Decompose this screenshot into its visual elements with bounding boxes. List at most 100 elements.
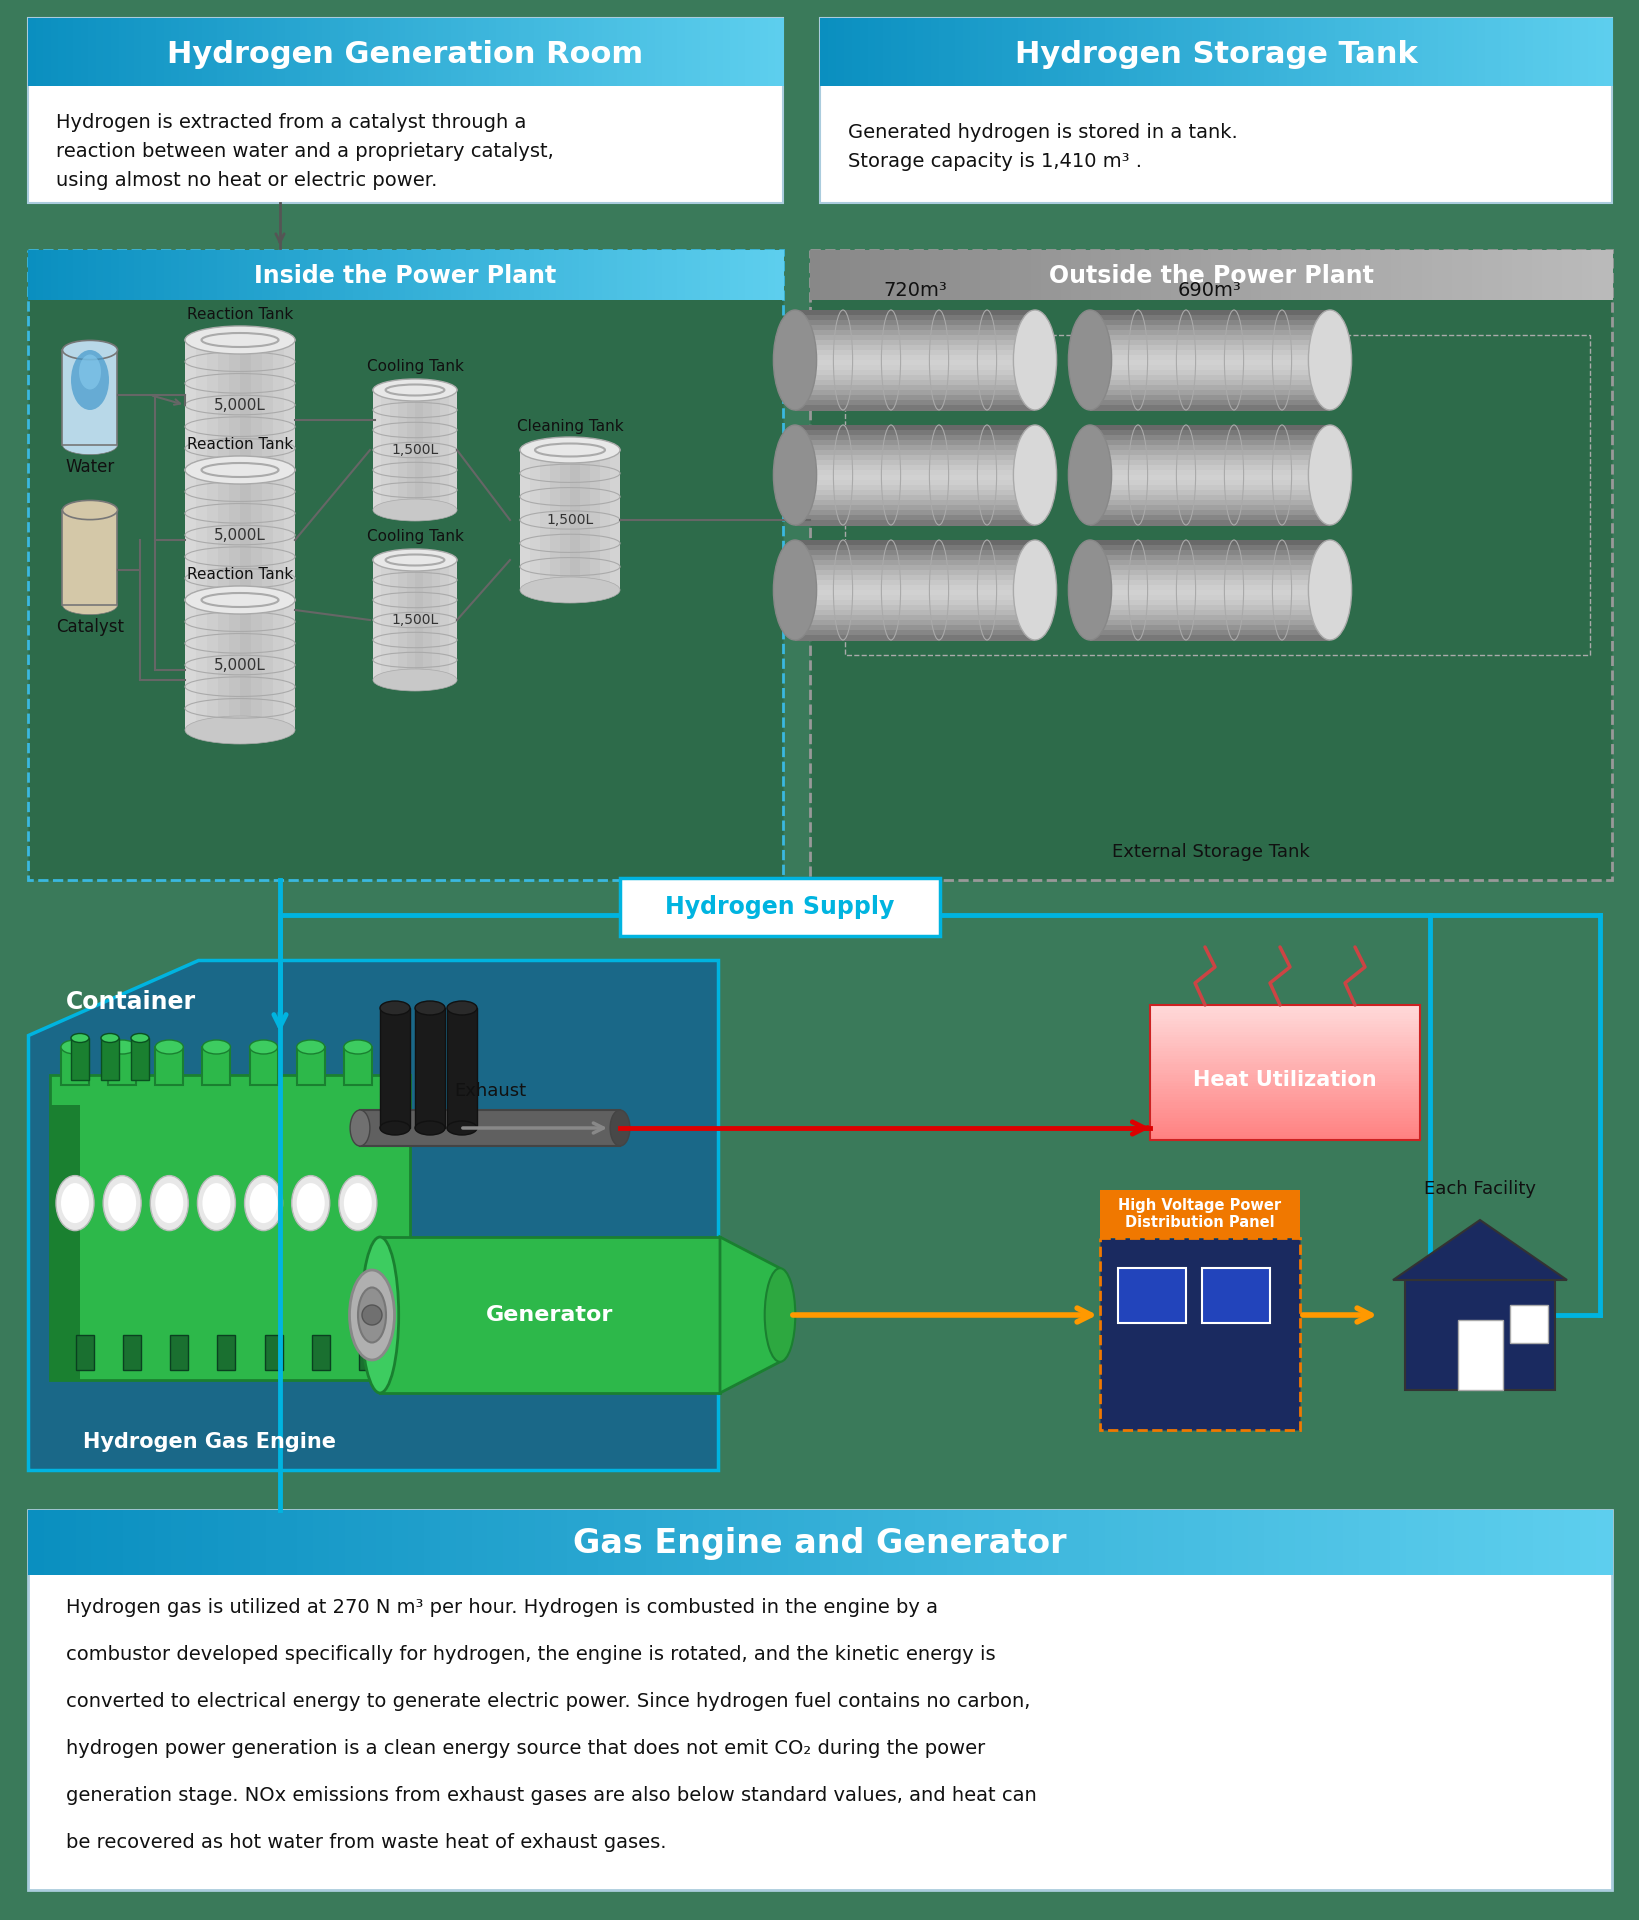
Bar xyxy=(1149,1033,1419,1035)
Text: Gas Engine and Generator: Gas Engine and Generator xyxy=(574,1528,1065,1561)
Bar xyxy=(1010,250,1021,300)
Ellipse shape xyxy=(244,1175,282,1231)
Bar xyxy=(970,17,978,86)
Bar xyxy=(616,250,624,300)
Bar xyxy=(323,250,331,300)
Bar xyxy=(216,17,225,86)
Bar xyxy=(662,250,670,300)
Bar xyxy=(269,250,279,300)
Bar xyxy=(1290,250,1301,300)
Bar xyxy=(900,250,911,300)
Bar xyxy=(738,17,746,86)
Bar xyxy=(590,449,600,589)
Ellipse shape xyxy=(79,355,102,390)
Bar xyxy=(1090,630,1329,636)
Bar xyxy=(398,390,406,511)
Bar xyxy=(741,1509,757,1574)
Bar xyxy=(1231,250,1241,300)
Bar xyxy=(1149,1041,1419,1044)
Bar xyxy=(247,250,256,300)
Bar xyxy=(284,470,295,599)
Bar xyxy=(549,449,559,589)
Bar xyxy=(1591,250,1601,300)
Bar xyxy=(844,334,1590,655)
Bar xyxy=(1149,1091,1419,1094)
Bar xyxy=(929,250,941,300)
Bar xyxy=(1090,511,1329,516)
Bar xyxy=(300,250,308,300)
Bar xyxy=(428,17,436,86)
Text: Hydrogen Supply: Hydrogen Supply xyxy=(665,895,895,920)
Bar xyxy=(1090,390,1329,396)
Ellipse shape xyxy=(61,1183,89,1223)
Bar xyxy=(1105,1509,1121,1574)
Text: 5,000L: 5,000L xyxy=(215,528,266,543)
Bar xyxy=(185,599,197,730)
Bar xyxy=(1010,1509,1026,1574)
Ellipse shape xyxy=(764,1269,795,1361)
Bar xyxy=(1260,250,1272,300)
Bar xyxy=(1452,1509,1470,1574)
Bar xyxy=(390,17,398,86)
Bar xyxy=(946,17,956,86)
Ellipse shape xyxy=(380,1121,410,1135)
Bar xyxy=(795,540,1034,639)
Bar xyxy=(1511,250,1523,300)
Bar xyxy=(700,250,708,300)
Bar xyxy=(1090,455,1329,461)
Bar xyxy=(1033,17,1042,86)
Ellipse shape xyxy=(349,1269,395,1359)
Bar xyxy=(1500,17,1510,86)
Bar xyxy=(103,250,111,300)
Bar xyxy=(795,430,1034,436)
Bar xyxy=(795,309,1034,411)
Bar xyxy=(1090,436,1329,442)
Bar xyxy=(915,1509,931,1574)
Bar xyxy=(1090,315,1329,321)
Bar xyxy=(315,250,323,300)
Bar xyxy=(66,250,74,300)
Bar xyxy=(156,17,166,86)
Bar xyxy=(398,561,406,680)
Bar xyxy=(382,17,392,86)
Ellipse shape xyxy=(1308,424,1351,524)
Text: Catalyst: Catalyst xyxy=(56,618,125,636)
Bar xyxy=(218,470,229,599)
Bar xyxy=(1090,374,1329,380)
Bar xyxy=(375,17,384,86)
Text: 690m³: 690m³ xyxy=(1177,280,1241,300)
Bar xyxy=(767,17,775,86)
Bar xyxy=(154,1509,172,1574)
Bar xyxy=(497,17,505,86)
Bar xyxy=(1149,1027,1419,1031)
Bar xyxy=(1149,1008,1419,1012)
Bar xyxy=(624,17,633,86)
Bar xyxy=(1149,1081,1419,1085)
Bar xyxy=(1532,1509,1549,1574)
Bar xyxy=(1149,1064,1419,1068)
Bar xyxy=(382,561,390,680)
Bar xyxy=(1119,250,1131,300)
Bar xyxy=(1572,17,1580,86)
Bar xyxy=(218,340,229,470)
Bar xyxy=(880,250,890,300)
Bar xyxy=(1060,250,1070,300)
Bar xyxy=(111,250,120,300)
Bar xyxy=(795,515,1034,520)
Bar xyxy=(1090,371,1329,376)
Bar xyxy=(62,511,118,605)
Bar xyxy=(551,1509,567,1574)
Bar xyxy=(610,250,618,300)
Bar xyxy=(795,611,1034,616)
Bar xyxy=(795,371,1034,376)
Ellipse shape xyxy=(103,1175,141,1231)
Text: Reaction Tank: Reaction Tank xyxy=(187,438,293,451)
Bar xyxy=(1026,17,1034,86)
Bar xyxy=(185,599,295,730)
Bar xyxy=(149,250,157,300)
Bar xyxy=(723,17,731,86)
Bar xyxy=(795,365,1034,371)
Bar xyxy=(1090,396,1329,401)
Bar xyxy=(962,17,970,86)
Bar xyxy=(752,250,760,300)
